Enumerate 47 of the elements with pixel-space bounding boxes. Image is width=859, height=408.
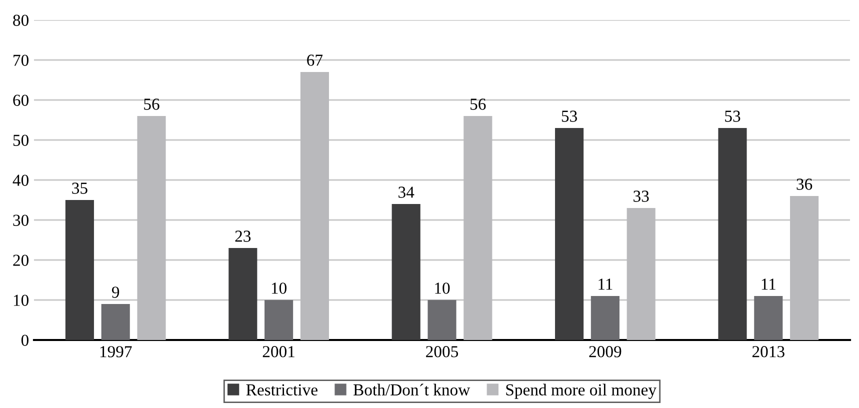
- bar: [590, 296, 620, 340]
- y-tick-label: 80: [13, 14, 29, 26]
- bar: [555, 128, 584, 340]
- data-label: 53: [562, 110, 577, 122]
- data-label: 35: [72, 182, 88, 194]
- bar: [464, 116, 492, 340]
- bar: [264, 300, 294, 340]
- data-label: 34: [398, 186, 414, 198]
- data-label: 23: [235, 230, 251, 242]
- x-tick-label: 2009: [589, 346, 622, 358]
- y-tick-label: 40: [12, 174, 29, 186]
- x-tick-label: 2005: [426, 346, 458, 358]
- bar: [428, 300, 456, 340]
- y-tick-label: 10: [14, 294, 29, 306]
- data-label: 36: [796, 178, 812, 190]
- bar: [228, 248, 258, 340]
- bar: [65, 200, 94, 340]
- legend-label: Both/Don´t know: [354, 384, 470, 396]
- y-tick-label: 20: [13, 254, 29, 266]
- data-label: 10: [272, 282, 286, 294]
- bar: [300, 72, 329, 340]
- data-label: 11: [598, 278, 612, 290]
- x-tick-label: 1997: [100, 346, 132, 358]
- data-label: 56: [144, 98, 160, 110]
- bar: [626, 208, 656, 340]
- data-label: 10: [435, 282, 450, 294]
- data-label: 33: [634, 190, 649, 202]
- bar: [101, 304, 130, 340]
- data-label: 9: [112, 286, 120, 298]
- x-tick-label: 2013: [752, 346, 784, 358]
- y-tick-label: 0: [21, 334, 29, 346]
- bar: [392, 204, 420, 340]
- legend-label: Spend more oil money: [506, 384, 656, 399]
- bar: [754, 296, 783, 340]
- x-tick-label: 2001: [262, 346, 294, 358]
- y-tick-label: 50: [13, 134, 29, 146]
- bar: [718, 128, 747, 340]
- legend-label: Restrictive: [246, 384, 318, 396]
- data-label: 53: [725, 110, 740, 122]
- data-label: 67: [307, 54, 323, 66]
- y-tick-label: 70: [14, 54, 29, 66]
- bar: [137, 116, 166, 340]
- data-label: 56: [470, 98, 486, 110]
- y-tick-label: 60: [13, 94, 29, 106]
- data-label: 11: [762, 278, 776, 290]
- bar: [790, 196, 819, 340]
- y-tick-label: 30: [13, 214, 29, 226]
